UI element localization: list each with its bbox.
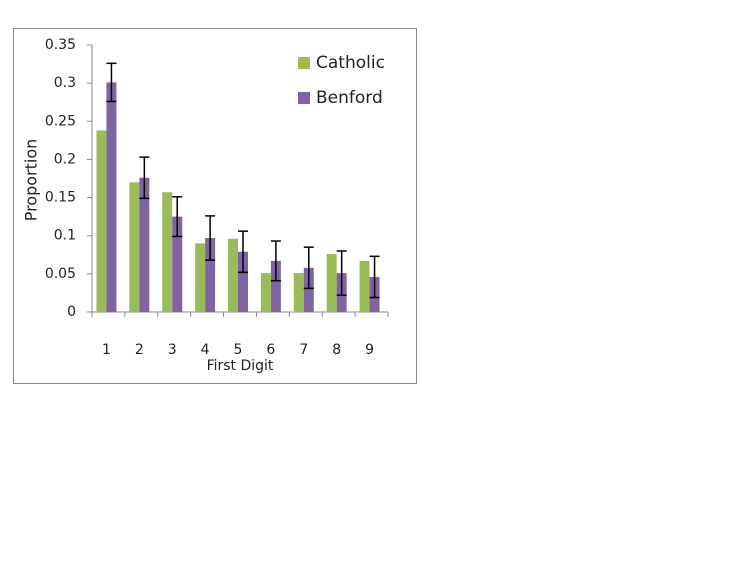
error-bar [336, 250, 347, 296]
bar [139, 177, 150, 312]
error-bar [303, 246, 314, 290]
x-tick-label: 5 [234, 342, 243, 358]
bar [270, 260, 281, 312]
bar [326, 254, 337, 312]
x-tick-label: 2 [135, 342, 144, 358]
x-tick-label: 8 [332, 342, 341, 358]
y-tick-label: 0.1 [54, 228, 76, 244]
x-tick-label: 3 [168, 342, 177, 358]
y-axis-label: Proportion [22, 139, 41, 222]
error-bar [270, 240, 281, 282]
y-tick-label: 0.15 [45, 190, 76, 206]
x-tick-label: 9 [365, 342, 374, 358]
y-tick-label: 0.3 [54, 75, 76, 91]
x-tick-label: 6 [266, 342, 275, 358]
y-tick-label: 0.25 [45, 113, 76, 129]
x-axis-label: First Digit [207, 358, 274, 374]
bar [293, 273, 304, 312]
error-bar [238, 230, 248, 274]
x-tick-label: 1 [102, 342, 111, 358]
bar [129, 182, 140, 312]
legend-label: Benford [316, 88, 383, 108]
bar [106, 82, 117, 312]
y-tick-label: 0 [67, 304, 76, 320]
y-tick-label: 0.35 [45, 37, 76, 53]
bar [260, 273, 271, 312]
legend-swatch [298, 92, 310, 104]
chart-frame [13, 28, 417, 384]
bar [228, 238, 238, 312]
bar [172, 216, 183, 312]
bar [359, 260, 370, 312]
legend-label: Catholic [316, 53, 385, 73]
y-tick-label: 0.05 [45, 266, 76, 282]
bar [195, 243, 206, 312]
bar [238, 251, 248, 312]
error-bar [205, 215, 216, 261]
bar [162, 192, 173, 312]
bar [205, 238, 216, 312]
error-bar [369, 255, 380, 299]
bar [96, 130, 107, 312]
error-bar [106, 62, 117, 103]
legend-swatch [298, 57, 310, 69]
bar [303, 267, 314, 312]
error-bar [172, 196, 183, 238]
y-tick-label: 0.2 [54, 151, 76, 167]
error-bar [139, 156, 150, 200]
x-tick-label: 7 [299, 342, 308, 358]
x-tick-label: 4 [201, 342, 210, 358]
